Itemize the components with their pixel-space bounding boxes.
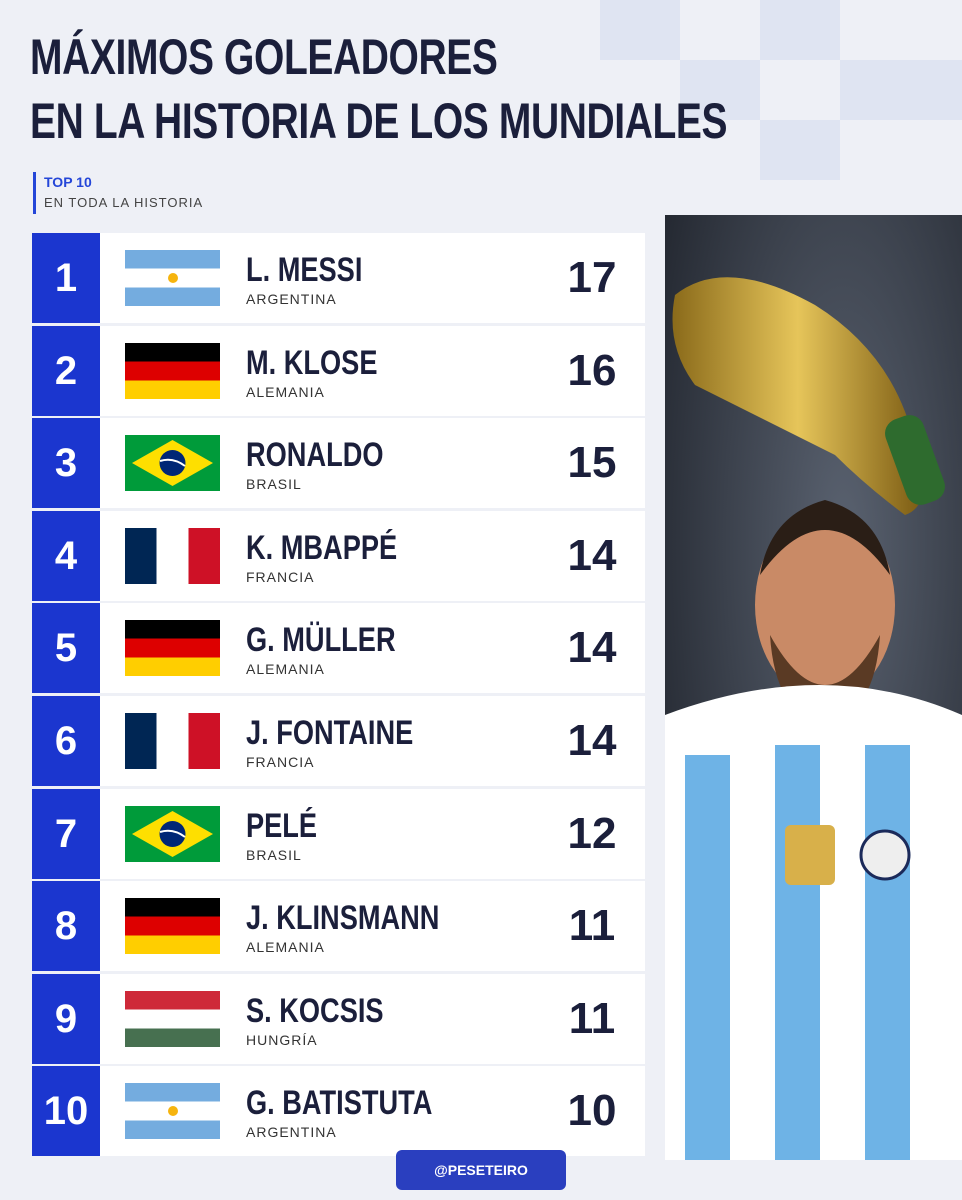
player-name: PELÉ: [246, 807, 318, 845]
country: ALEMANIA: [246, 384, 325, 400]
row: 2 M. KLOSE ALEMANIA 16: [32, 326, 645, 416]
flag: [125, 991, 220, 1047]
goals: 11: [568, 901, 616, 950]
player-name: S. KOCSIS: [246, 992, 384, 1030]
rank: 2: [32, 326, 100, 416]
rank: 5: [32, 603, 100, 693]
goals: 15: [567, 438, 617, 487]
rank: 4: [32, 511, 100, 601]
row: 6 J. FONTAINE FRANCIA 14: [32, 696, 645, 786]
player-name: RONALDO: [246, 436, 384, 474]
flag: [125, 528, 220, 584]
flag: [125, 806, 220, 862]
row: 4 K. MBAPPÉ FRANCIA 14: [32, 511, 645, 601]
country: BRASIL: [246, 476, 302, 492]
player-photo: [665, 215, 962, 1160]
row: 8 J. KLINSMANN ALEMANIA 11: [32, 881, 645, 971]
row: 1 L. MESSI ARGENTINA 17: [32, 233, 645, 323]
player-name: G. MÜLLER: [246, 621, 396, 659]
country: ALEMANIA: [246, 661, 325, 677]
flag: [125, 250, 220, 306]
row: 3 RONALDO BRASIL 15: [32, 418, 645, 508]
rank: 8: [32, 881, 100, 971]
goals: 17: [567, 253, 617, 302]
player-name: G. BATISTUTA: [246, 1084, 433, 1122]
row: 9 S. KOCSIS HUNGRÍA 11: [32, 974, 645, 1064]
goals: 14: [567, 531, 617, 580]
country: BRASIL: [246, 847, 302, 863]
flag: [125, 343, 220, 399]
country: ARGENTINA: [246, 1124, 337, 1140]
goals: 14: [567, 716, 617, 765]
goals: 10: [567, 1086, 617, 1135]
title: EN LA HISTORIA DE LOS MUNDIALES: [30, 93, 728, 149]
rank: 7: [32, 789, 100, 879]
player-name: M. KLOSE: [246, 344, 378, 382]
flag: [125, 713, 220, 769]
country: ARGENTINA: [246, 291, 337, 307]
title: MÁXIMOS GOLEADORES: [30, 29, 498, 85]
caption: EN TODA LA HISTORIA: [44, 195, 204, 210]
goals: 16: [567, 346, 617, 395]
rank: 3: [32, 418, 100, 508]
row: 7 PELÉ BRASIL 12: [32, 789, 645, 879]
decor: [760, 120, 840, 180]
country: ALEMANIA: [246, 939, 325, 955]
player-name: L. MESSI: [246, 251, 363, 289]
row: 5 G. MÜLLER ALEMANIA 14: [32, 603, 645, 693]
rank: 1: [32, 233, 100, 323]
flag: [125, 1083, 220, 1139]
flag: [125, 898, 220, 954]
decor: [600, 0, 680, 60]
rank: 9: [32, 974, 100, 1064]
subtitle: TOP 10: [44, 174, 92, 190]
goals: 12: [567, 809, 617, 858]
flag: [125, 435, 220, 491]
flag: [125, 620, 220, 676]
player-name: J. KLINSMANN: [246, 899, 440, 937]
rank: 6: [32, 696, 100, 786]
decor: [680, 60, 760, 120]
goals: 11: [568, 994, 616, 1043]
credit: @PESETEIRO: [396, 1150, 566, 1190]
row: 10 G. BATISTUTA ARGENTINA 10: [32, 1066, 645, 1156]
player-name: K. MBAPPÉ: [246, 529, 398, 567]
country: FRANCIA: [246, 754, 315, 770]
country: HUNGRÍA: [246, 1032, 318, 1048]
player-name: J. FONTAINE: [246, 714, 414, 752]
accent-bar: [33, 172, 36, 214]
decor: [840, 60, 962, 120]
decor: [760, 0, 840, 60]
country: FRANCIA: [246, 569, 315, 585]
rank: 10: [32, 1066, 100, 1156]
goals: 14: [567, 623, 617, 672]
